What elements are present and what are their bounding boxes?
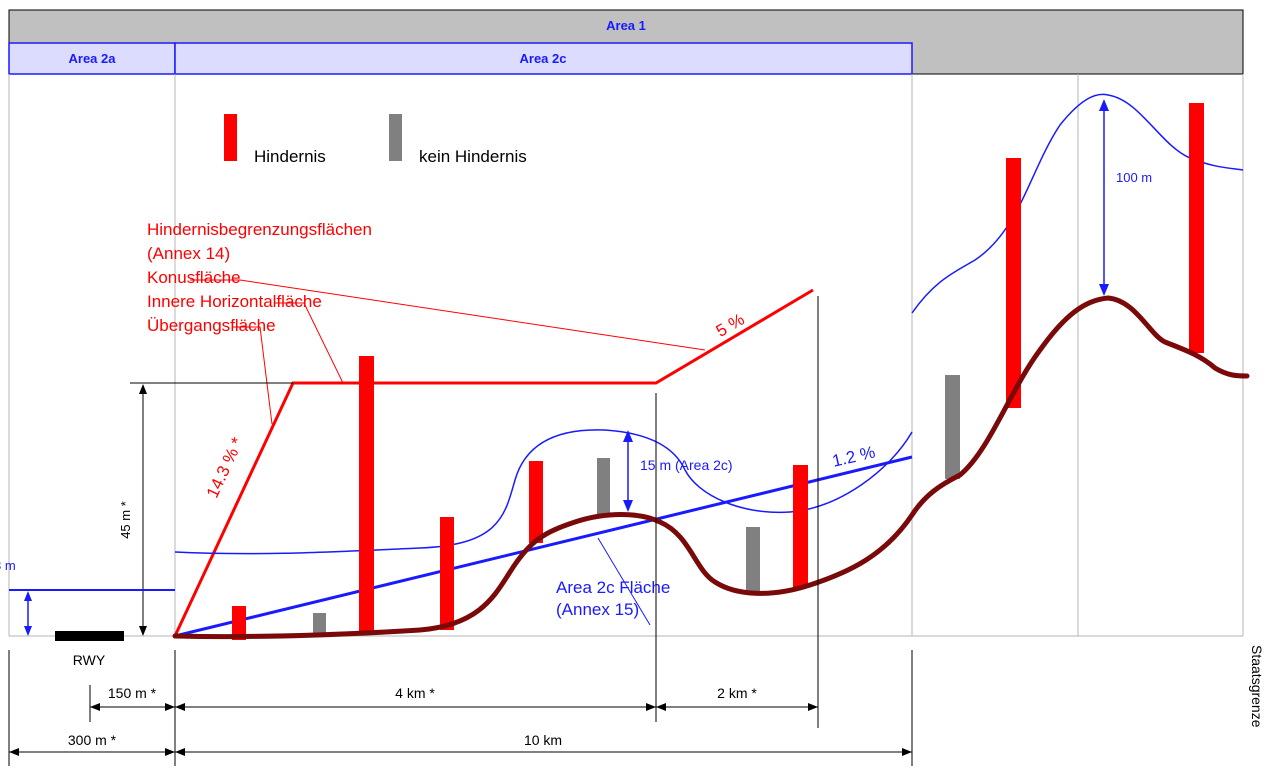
height-15m-arrow (623, 430, 633, 512)
height-15m-label: 15 m (Area 2c) (640, 457, 733, 473)
area2a-label: Area 2a (69, 51, 117, 66)
no-obstacle-bar (597, 458, 610, 514)
height-3m-label: 3 m (0, 558, 16, 573)
legend-obstacle-swatch (224, 114, 237, 161)
conical-surface-label: Konusfläche (147, 268, 241, 287)
no-obstacle-bar (945, 375, 960, 479)
obstacles (232, 103, 1204, 640)
runway-label: RWY (73, 652, 106, 668)
area1-label: Area 1 (606, 18, 646, 33)
obstacle-bar (793, 465, 808, 587)
dim-2km (656, 703, 818, 711)
border-label: Staatsgrenze (1249, 645, 1265, 728)
height-3m-arrow (24, 591, 32, 636)
dim-150m-label: 150 m * (108, 685, 157, 701)
dimension-ticks (9, 650, 912, 766)
dim-300m-label: 300 m * (68, 732, 117, 748)
area2c-surface-label-line2: (Annex 15) (556, 600, 639, 619)
height-100m-label: 100 m (1116, 170, 1152, 185)
legend-no-obstacle-swatch (389, 114, 402, 161)
area2c-label: Area 2c (520, 51, 567, 66)
transitional-label: Übergangsfläche (147, 316, 276, 335)
obstacle-bar (440, 517, 454, 630)
height-45m-arrow (139, 384, 147, 636)
dim-4km (175, 703, 656, 711)
height-100m-arrow (1099, 99, 1109, 296)
transitional-slope-label: 14.3 % * (203, 434, 248, 501)
surfaces-title-line2: (Annex 14) (147, 244, 230, 263)
conical-slope-label: 5 % (713, 310, 748, 341)
surfaces-title-line1: Hindernisbegrenzungsflächen (147, 220, 372, 239)
obstacle-bar (529, 461, 543, 543)
dim-10km-label: 10 km (524, 732, 562, 748)
height-45m-label: 45 m * (118, 501, 133, 539)
obstacle-bar (359, 356, 374, 632)
area2c-surface-label-line1: Area 2c Fläche (556, 578, 670, 597)
dim-10km (175, 748, 912, 756)
legend-obstacle-label: Hindernis (254, 147, 326, 166)
legend-no-obstacle-label: kein Hindernis (419, 147, 527, 166)
dim-4km-label: 4 km * (395, 685, 435, 701)
obstacle-bar (1189, 103, 1204, 353)
guide-lines (9, 74, 1243, 636)
runway (55, 631, 124, 641)
dim-300m (9, 748, 175, 756)
dim-150m (90, 703, 175, 711)
no-obstacle-bar (746, 527, 760, 591)
obstacle-bar (1006, 158, 1021, 408)
inner-horizontal-label: Innere Horizontalfläche (147, 292, 322, 311)
dim-2km-label: 2 km * (717, 685, 757, 701)
